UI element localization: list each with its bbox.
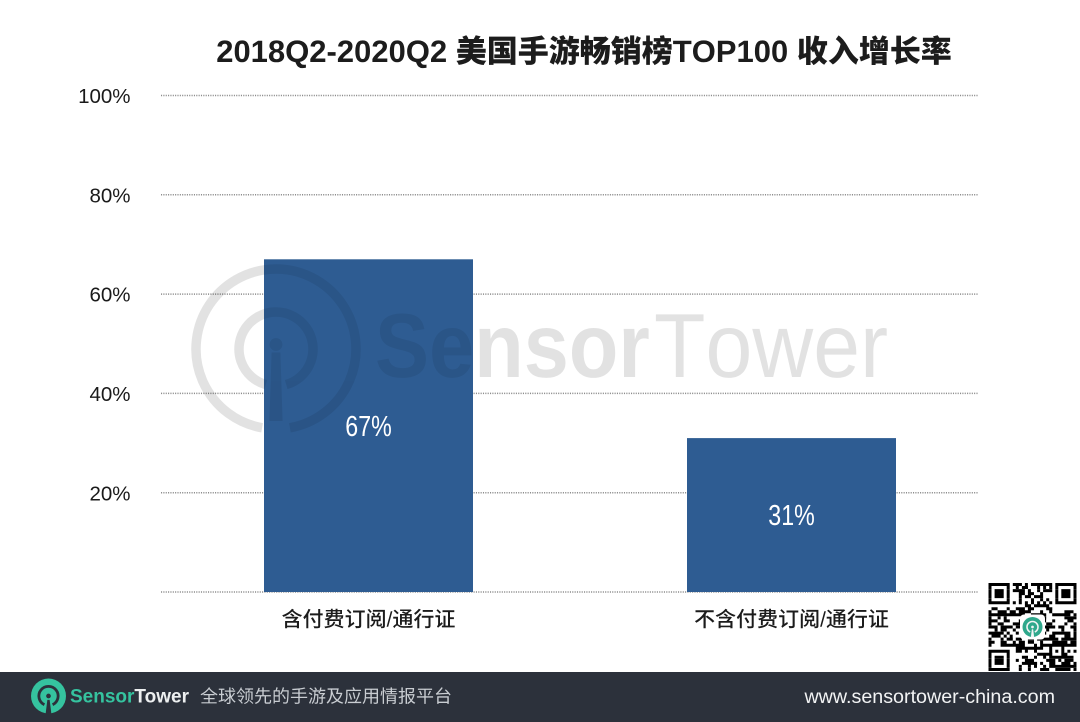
svg-text:40%: 40% xyxy=(89,383,130,406)
svg-text:67%: 67% xyxy=(345,409,391,442)
svg-text:100%: 100% xyxy=(78,85,130,108)
svg-text:80%: 80% xyxy=(89,184,130,207)
svg-text:60%: 60% xyxy=(89,284,130,307)
svg-text:www.sensortower-china.com: www.sensortower-china.com xyxy=(803,686,1055,708)
svg-text:20%: 20% xyxy=(89,482,130,505)
svg-text:31%: 31% xyxy=(768,498,814,531)
svg-text:SensorTower: SensorTower xyxy=(70,687,190,708)
